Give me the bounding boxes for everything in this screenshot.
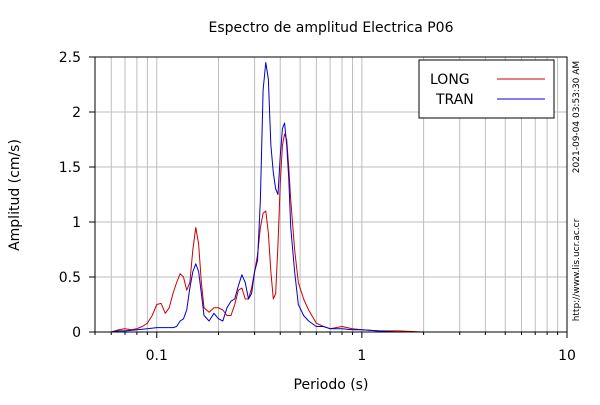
y-tick-label: 0.5 <box>59 270 81 286</box>
series-line-tran <box>111 62 567 333</box>
x-tick-label: 10 <box>558 348 576 364</box>
timestamp-label: 2021-09-04 03:53:30 AM <box>572 61 582 173</box>
x-tick-label: 0.1 <box>146 348 168 364</box>
series-group <box>111 62 567 333</box>
chart-title: Espectro de amplitud Electrica P06 <box>209 20 454 36</box>
source-url-label: http://www.lis.ucr.ac.cr <box>572 218 582 321</box>
y-tick-label: 0 <box>72 325 81 341</box>
ticks: 0 0.5 1 1.5 2 2.5 0.1 1 10 <box>59 50 576 364</box>
y-tick-label: 2 <box>72 105 81 121</box>
grid <box>94 56 567 333</box>
y-tick-label: 1 <box>72 215 81 231</box>
x-tick-label: 1 <box>357 348 366 364</box>
y-axis-label: Amplitud (cm/s) <box>7 139 23 251</box>
y-tick-label: 1.5 <box>59 160 81 176</box>
legend-label-tran: TRAN <box>435 92 474 108</box>
plot-frame <box>94 56 568 333</box>
legend: LONG TRAN <box>418 59 555 119</box>
legend-box <box>418 59 555 119</box>
x-axis-label: Periodo (s) <box>294 377 369 393</box>
legend-label-long: LONG <box>430 72 470 88</box>
y-tick-label: 2.5 <box>59 50 81 66</box>
